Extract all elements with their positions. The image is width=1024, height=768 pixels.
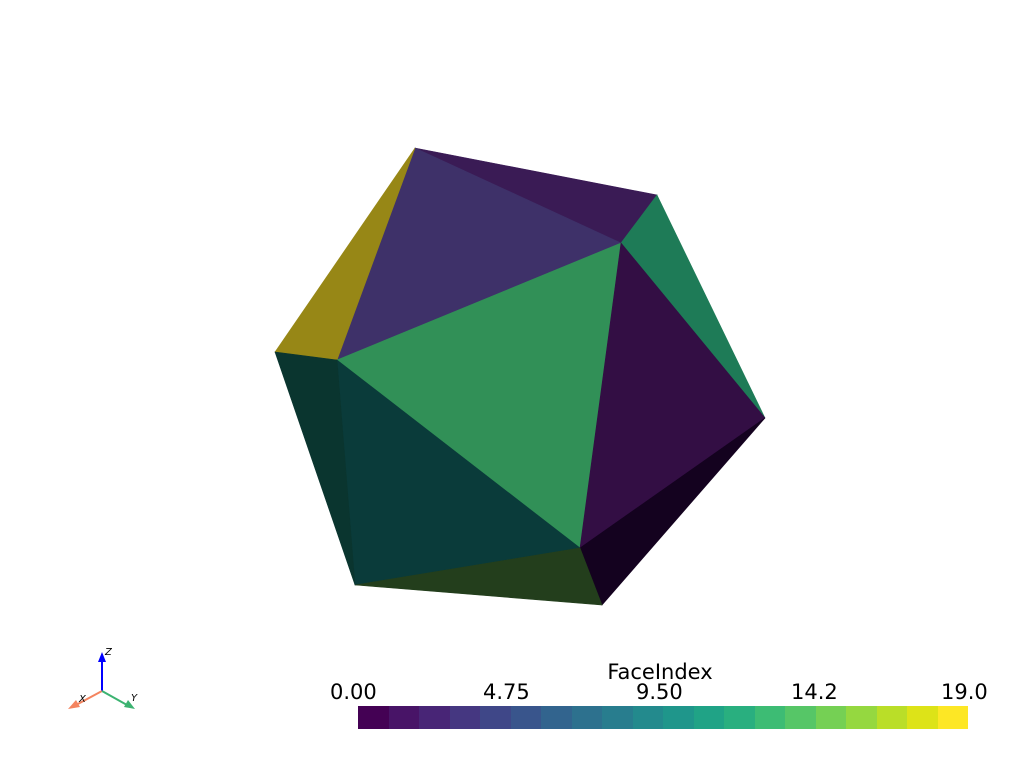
- z-arrow-icon: [98, 652, 106, 662]
- x-axis-label: X: [78, 694, 87, 705]
- scalar-bar-band: [510, 706, 541, 729]
- z-axis-label: Z: [104, 647, 113, 658]
- x-axis: [75, 690, 103, 706]
- scalar-bar-title: FaceIndex: [607, 660, 713, 684]
- scalar-bar-band: [602, 706, 633, 729]
- y-axis-label: Y: [131, 693, 138, 704]
- scalar-bar: [358, 706, 968, 729]
- scalar-bar-band: [754, 706, 785, 729]
- scalar-bar-tick: 0.00: [330, 680, 377, 704]
- y-axis: [101, 690, 128, 706]
- icosahedron-mesh: [274, 147, 766, 606]
- scalar-bar-band: [571, 706, 602, 729]
- orientation-axes-widget: Z X Y: [68, 647, 138, 709]
- scalar-bar-band: [419, 706, 450, 729]
- scalar-bar-tick: 19.0: [941, 680, 988, 704]
- scalar-bar-band: [358, 706, 389, 729]
- scalar-bar-band: [907, 706, 938, 729]
- scalar-bar-band: [388, 706, 419, 729]
- scalar-bar-band: [449, 706, 480, 729]
- scalar-bar-band: [632, 706, 663, 729]
- mesh-face: [354, 547, 603, 606]
- x-arrow-icon: [68, 700, 80, 709]
- scalar-bar-band: [815, 706, 846, 729]
- scalar-bar-band: [785, 706, 816, 729]
- scalar-bar-tick: 9.50: [636, 680, 683, 704]
- scalar-bar-tick: 4.75: [483, 680, 530, 704]
- scalar-bar-tick: 14.2: [791, 680, 838, 704]
- y-arrow-icon: [124, 700, 135, 709]
- scalar-bar-band: [724, 706, 755, 729]
- scalar-bar-band: [937, 706, 968, 729]
- scalar-bar-band: [876, 706, 907, 729]
- scalar-bar-band: [663, 706, 694, 729]
- scalar-bar-band: [846, 706, 877, 729]
- scalar-bar-band: [541, 706, 572, 729]
- scalar-bar-band: [693, 706, 724, 729]
- mesh-face: [274, 351, 356, 586]
- scalar-bar-band: [480, 706, 511, 729]
